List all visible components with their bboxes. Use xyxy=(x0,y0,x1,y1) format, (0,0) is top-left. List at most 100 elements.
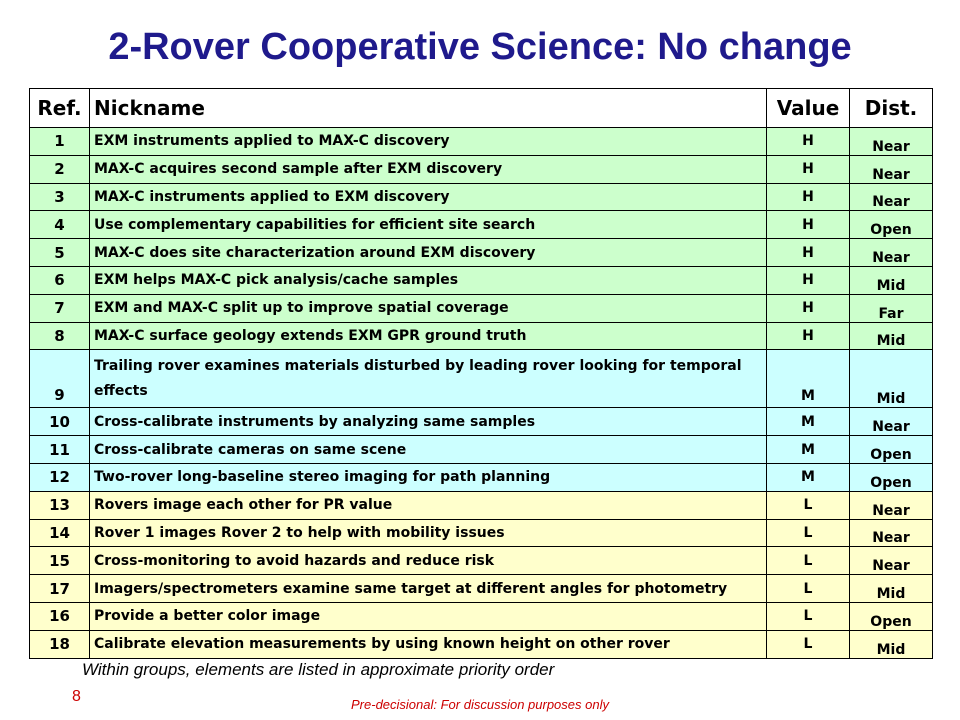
table-row: 6 EXM helps MAX-C pick analysis/cache sam… xyxy=(29,265,933,295)
table-row: 15 Cross-monitoring to avoid hazards and … xyxy=(29,546,933,576)
distance-cell: Near xyxy=(849,490,933,520)
ref-cell: 4 xyxy=(29,210,90,240)
nickname-cell: MAX-C instruments applied to EXM discove… xyxy=(89,182,767,212)
ref-column-header: Ref. xyxy=(29,88,90,128)
distance-cell: Near xyxy=(849,546,933,576)
table-row: 8 MAX-C surface geology extends EXM GPR g… xyxy=(29,321,933,351)
table-row: 13 Rovers image each other for PR value L N… xyxy=(29,490,933,520)
distance-cell: Mid xyxy=(849,574,933,603)
distance-column-header: Dist. xyxy=(849,88,933,128)
table-row: 12 Two-rover long-baseline stereo imaging… xyxy=(29,462,933,492)
table-row: 3 MAX-C instruments applied to EXM discov… xyxy=(29,182,933,212)
value-cell: H xyxy=(766,154,850,184)
value-cell: H xyxy=(766,210,850,240)
nickname-cell: EXM helps MAX-C pick analysis/cache samp… xyxy=(89,265,767,295)
table-row: 18 Calibrate elevation measurements by us… xyxy=(29,629,933,659)
ref-cell: 3 xyxy=(29,182,90,212)
value-cell: L xyxy=(766,601,850,631)
nickname-cell: EXM and MAX-C split up to improve spatia… xyxy=(89,293,767,323)
table-row: 10 Cross-calibrate instruments by analyzi… xyxy=(29,407,933,437)
value-cell: M xyxy=(766,462,850,492)
table-row: 14 Rover 1 images Rover 2 to help with mo… xyxy=(29,518,933,548)
ref-cell: 11 xyxy=(29,435,90,464)
value-cell: H xyxy=(766,293,850,323)
value-cell: L xyxy=(766,629,850,659)
ref-cell: 18 xyxy=(29,629,90,659)
nickname-cell: Provide a better color image xyxy=(89,601,767,631)
table-row: 7 EXM and MAX-C split up to improve spati… xyxy=(29,293,933,323)
nickname-cell: Trailing rover examines materials distur… xyxy=(89,349,767,409)
nickname-cell: Rover 1 images Rover 2 to help with mobi… xyxy=(89,518,767,548)
ref-cell: 14 xyxy=(29,518,90,548)
value-cell: H xyxy=(766,182,850,212)
science-options-table: Ref. Nickname Value Dist. 1 EXM instrumen… xyxy=(29,88,933,659)
ref-cell: 9 xyxy=(29,349,90,409)
distance-cell: Near xyxy=(849,518,933,548)
nickname-cell: Cross-calibrate instruments by analyzing… xyxy=(89,407,767,437)
value-cell: M xyxy=(766,407,850,437)
table-row: 5 MAX-C does site characterization around… xyxy=(29,238,933,267)
table-row: 11 Cross-calibrate cameras on same scene M… xyxy=(29,435,933,464)
nickname-cell: Rovers image each other for PR value xyxy=(89,490,767,520)
value-cell: M xyxy=(766,349,850,409)
ref-cell: 10 xyxy=(29,407,90,437)
nickname-cell: EXM instruments applied to MAX-C discove… xyxy=(89,127,767,156)
value-cell: M xyxy=(766,435,850,464)
nickname-cell: MAX-C does site characterization around … xyxy=(89,238,767,267)
nickname-cell: Two-rover long-baseline stereo imaging f… xyxy=(89,462,767,492)
table-row: 2 MAX-C acquires second sample after EXM … xyxy=(29,154,933,184)
table-body: 1 EXM instruments applied to MAX-C discov… xyxy=(29,127,933,659)
distance-cell: Near xyxy=(849,407,933,437)
table-row: 16 Provide a better color image L Open xyxy=(29,601,933,631)
distance-cell: Open xyxy=(849,435,933,464)
value-cell: L xyxy=(766,518,850,548)
ref-cell: 7 xyxy=(29,293,90,323)
value-cell: L xyxy=(766,490,850,520)
value-cell: H xyxy=(766,321,850,351)
value-cell: H xyxy=(766,265,850,295)
ref-cell: 6 xyxy=(29,265,90,295)
distance-cell: Far xyxy=(849,293,933,323)
distance-cell: Near xyxy=(849,182,933,212)
distance-cell: Mid xyxy=(849,349,933,409)
distance-cell: Open xyxy=(849,462,933,492)
nickname-cell: Imagers/spectrometers examine same targe… xyxy=(89,574,767,603)
ref-cell: 5 xyxy=(29,238,90,267)
ref-cell: 12 xyxy=(29,462,90,492)
distance-cell: Near xyxy=(849,127,933,156)
nickname-cell: Cross-monitoring to avoid hazards and re… xyxy=(89,546,767,576)
value-cell: H xyxy=(766,238,850,267)
table-header-row: Ref. Nickname Value Dist. xyxy=(29,88,933,128)
table-row: 9 Trailing rover examines materials distu… xyxy=(29,349,933,409)
distance-cell: Mid xyxy=(849,321,933,351)
disclaimer-text: Pre-decisional: For discussion purposes … xyxy=(351,697,609,712)
value-column-header: Value xyxy=(766,88,850,128)
page-number: 8 xyxy=(72,688,81,705)
distance-cell: Mid xyxy=(849,265,933,295)
distance-cell: Near xyxy=(849,154,933,184)
distance-cell: Open xyxy=(849,210,933,240)
ref-cell: 2 xyxy=(29,154,90,184)
value-cell: L xyxy=(766,574,850,603)
nickname-column-header: Nickname xyxy=(89,88,767,128)
nickname-cell: Cross-calibrate cameras on same scene xyxy=(89,435,767,464)
ref-cell: 8 xyxy=(29,321,90,351)
distance-cell: Mid xyxy=(849,629,933,659)
nickname-cell: MAX-C surface geology extends EXM GPR gr… xyxy=(89,321,767,351)
slide-title: 2-Rover Cooperative Science: No change xyxy=(108,26,852,68)
value-cell: L xyxy=(766,546,850,576)
nickname-cell: MAX-C acquires second sample after EXM d… xyxy=(89,154,767,184)
value-cell: H xyxy=(766,127,850,156)
distance-cell: Near xyxy=(849,238,933,267)
table-row: 1 EXM instruments applied to MAX-C discov… xyxy=(29,127,933,156)
nickname-cell: Use complementary capabilities for effic… xyxy=(89,210,767,240)
ref-cell: 15 xyxy=(29,546,90,576)
distance-cell: Open xyxy=(849,601,933,631)
ref-cell: 16 xyxy=(29,601,90,631)
ref-cell: 17 xyxy=(29,574,90,603)
table-row: 17 Imagers/spectrometers examine same tar… xyxy=(29,574,933,603)
priority-footnote: Within groups, elements are listed in ap… xyxy=(82,660,555,679)
table-row: 4 Use complementary capabilities for effi… xyxy=(29,210,933,240)
ref-cell: 1 xyxy=(29,127,90,156)
nickname-cell: Calibrate elevation measurements by usin… xyxy=(89,629,767,659)
